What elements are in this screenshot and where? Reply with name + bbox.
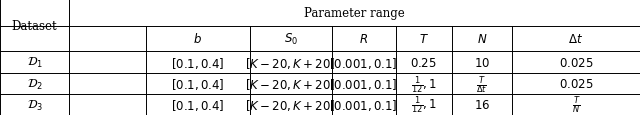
- Text: $\frac{T}{\Delta t}$: $\frac{T}{\Delta t}$: [476, 73, 488, 95]
- Text: $\mathcal{D}_3$: $\mathcal{D}_3$: [26, 98, 43, 112]
- Text: $10$: $10$: [474, 56, 490, 69]
- Text: $[0.1, 0.4]$: $[0.1, 0.4]$: [171, 55, 225, 70]
- Text: $[0.001, 0.1]$: $[0.001, 0.1]$: [329, 55, 398, 70]
- Text: $\frac{1}{12}, 1$: $\frac{1}{12}, 1$: [410, 94, 437, 115]
- Text: $[0.001, 0.1]$: $[0.001, 0.1]$: [329, 97, 398, 112]
- Text: $0.25$: $0.25$: [410, 56, 437, 69]
- Text: $[0.1, 0.4]$: $[0.1, 0.4]$: [171, 76, 225, 91]
- Text: $16$: $16$: [474, 98, 490, 111]
- Text: $[0.1, 0.4]$: $[0.1, 0.4]$: [171, 97, 225, 112]
- Text: $S_0$: $S_0$: [284, 32, 298, 47]
- Text: $[K-20, K+20]$: $[K-20, K+20]$: [245, 55, 336, 70]
- Text: $N$: $N$: [477, 33, 487, 46]
- Text: $\mathcal{D}_1$: $\mathcal{D}_1$: [26, 56, 43, 70]
- Text: $\Delta t$: $\Delta t$: [568, 33, 584, 46]
- Text: $0.025$: $0.025$: [559, 78, 593, 90]
- Text: $\frac{1}{12}, 1$: $\frac{1}{12}, 1$: [410, 73, 437, 95]
- Text: $0.025$: $0.025$: [559, 56, 593, 69]
- Text: $[K-20, K+20]$: $[K-20, K+20]$: [245, 76, 336, 91]
- Text: $\mathcal{D}_2$: $\mathcal{D}_2$: [27, 77, 42, 91]
- Text: $[K-20, K+20]$: $[K-20, K+20]$: [245, 97, 336, 112]
- Text: Parameter range: Parameter range: [304, 7, 405, 20]
- Text: $\frac{T}{N}$: $\frac{T}{N}$: [572, 94, 580, 115]
- Text: $T$: $T$: [419, 33, 429, 46]
- Text: Dataset: Dataset: [12, 19, 58, 32]
- Text: $b$: $b$: [193, 32, 202, 46]
- Text: $R$: $R$: [359, 33, 368, 46]
- Text: $[0.001, 0.1]$: $[0.001, 0.1]$: [329, 76, 398, 91]
